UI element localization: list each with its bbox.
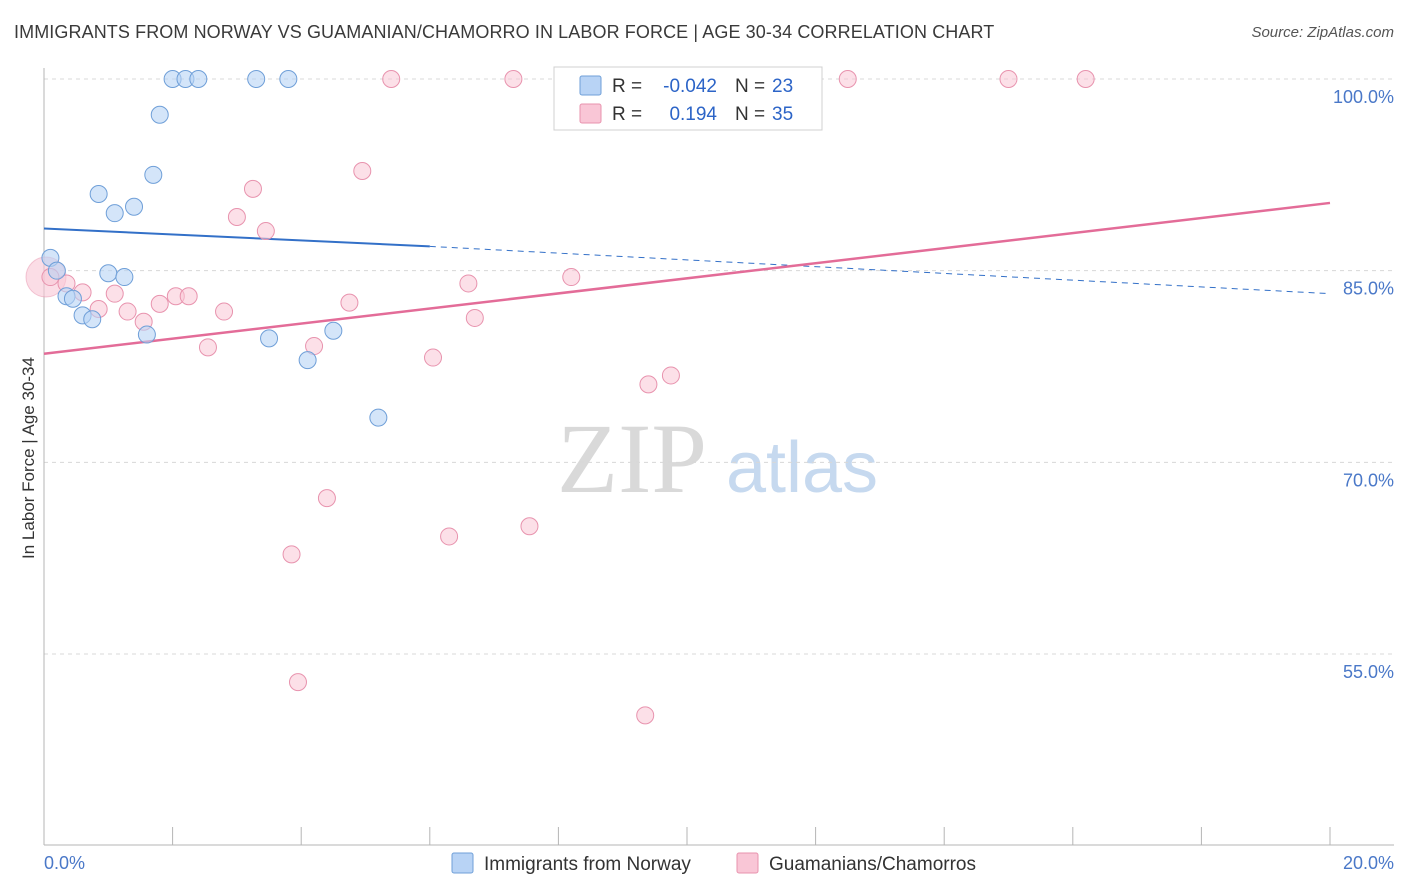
data-point-guam [661, 366, 680, 385]
data-point-guam [465, 308, 484, 327]
x-tick-label-min: 0.0% [44, 853, 85, 873]
data-point-norway [115, 268, 134, 287]
data-point-norway [260, 329, 279, 348]
data-point-norway [83, 310, 102, 329]
series-legend: Immigrants from Norway Guamanians/Chamor… [451, 852, 976, 875]
data-point-guam [243, 179, 262, 198]
data-point-norway [369, 408, 388, 427]
data-point-guam [520, 517, 539, 536]
data-point-guam [227, 208, 246, 226]
y-tick-labels: 55.0% 70.0% 85.0% 100.0% [1333, 87, 1394, 682]
data-point-norway [189, 70, 208, 88]
legend-swatch-guam [579, 103, 602, 124]
axes [43, 68, 1394, 846]
data-point-norway [324, 321, 343, 340]
watermark-atlas: atlas [726, 428, 878, 508]
data-point-norway [137, 325, 156, 344]
data-point-norway [89, 185, 108, 203]
data-point-norway [105, 204, 124, 223]
legend-r-value-norway: -0.042 [663, 76, 717, 97]
data-point-guam [179, 287, 198, 306]
legend-n-value-guam: 35 [772, 104, 793, 125]
data-point-guam [105, 284, 124, 303]
source-label: Source: ZipAtlas.com [1251, 24, 1394, 41]
legend-n-label-guam: N = [735, 104, 765, 125]
legend-n-label-norway: N = [735, 76, 765, 97]
data-point-norway [298, 351, 317, 370]
data-point-guam [282, 545, 301, 564]
trend-line-norway-extension [429, 245, 1331, 295]
data-point-guam [562, 268, 581, 287]
data-point-guam [256, 222, 275, 241]
data-point-norway [150, 105, 169, 124]
data-point-norway [125, 197, 144, 216]
data-point-guam [639, 375, 658, 394]
chart-title: IMMIGRANTS FROM NORWAY VS GUAMANIAN/CHAM… [14, 22, 995, 42]
legend-r-label-norway: R = [612, 76, 642, 97]
y-tick-label: 55.0% [1343, 662, 1394, 682]
x-tick-label-max: 20.0% [1343, 853, 1394, 873]
data-point-guam [118, 302, 137, 321]
data-point-guam [150, 294, 169, 313]
data-point-norway [279, 70, 298, 88]
trend-line-guam [43, 201, 1331, 355]
data-point-guam [353, 162, 372, 180]
data-point-guam [215, 302, 234, 321]
trend-lines [43, 201, 1331, 355]
data-point-norway [247, 70, 266, 88]
legend-r-label-guam: R = [612, 104, 642, 125]
legend-n-value-norway: 23 [772, 76, 793, 97]
y-axis-label: In Labor Force | Age 30-34 [19, 357, 38, 559]
data-point-norway [99, 264, 118, 283]
series-swatch-norway [451, 852, 474, 874]
data-point-norway [144, 165, 163, 184]
data-point-guam [1076, 70, 1095, 88]
data-point-guam [636, 706, 655, 725]
data-points [25, 70, 1095, 725]
data-point-guam [504, 70, 523, 88]
y-tick-label: 70.0% [1343, 470, 1394, 490]
data-point-norway [47, 261, 66, 280]
series-label-guam: Guamanians/Chamorros [769, 854, 976, 875]
data-point-guam [424, 348, 443, 367]
data-point-norway [63, 289, 82, 308]
grid-lines [44, 78, 1394, 655]
series-label-norway: Immigrants from Norway [484, 854, 691, 875]
y-tick-label: 100.0% [1333, 87, 1394, 107]
legend-r-value-guam: 0.194 [669, 104, 717, 125]
watermark-zip: ZIP [557, 403, 707, 514]
trend-line-norway [43, 227, 430, 248]
series-swatch-guam [736, 852, 759, 874]
data-point-guam [288, 673, 307, 692]
legend-swatch-norway [579, 75, 602, 96]
data-point-guam [317, 489, 336, 508]
data-point-guam [382, 70, 401, 88]
data-point-guam [459, 274, 478, 293]
y-tick-label: 85.0% [1343, 279, 1394, 299]
data-point-guam [340, 293, 359, 312]
data-point-guam [999, 70, 1018, 88]
data-point-guam [198, 338, 217, 357]
data-point-guam [440, 527, 459, 546]
stats-legend: R = -0.042 N = 23 R = 0.194 N = 35 [553, 66, 823, 131]
data-point-guam [838, 70, 857, 88]
